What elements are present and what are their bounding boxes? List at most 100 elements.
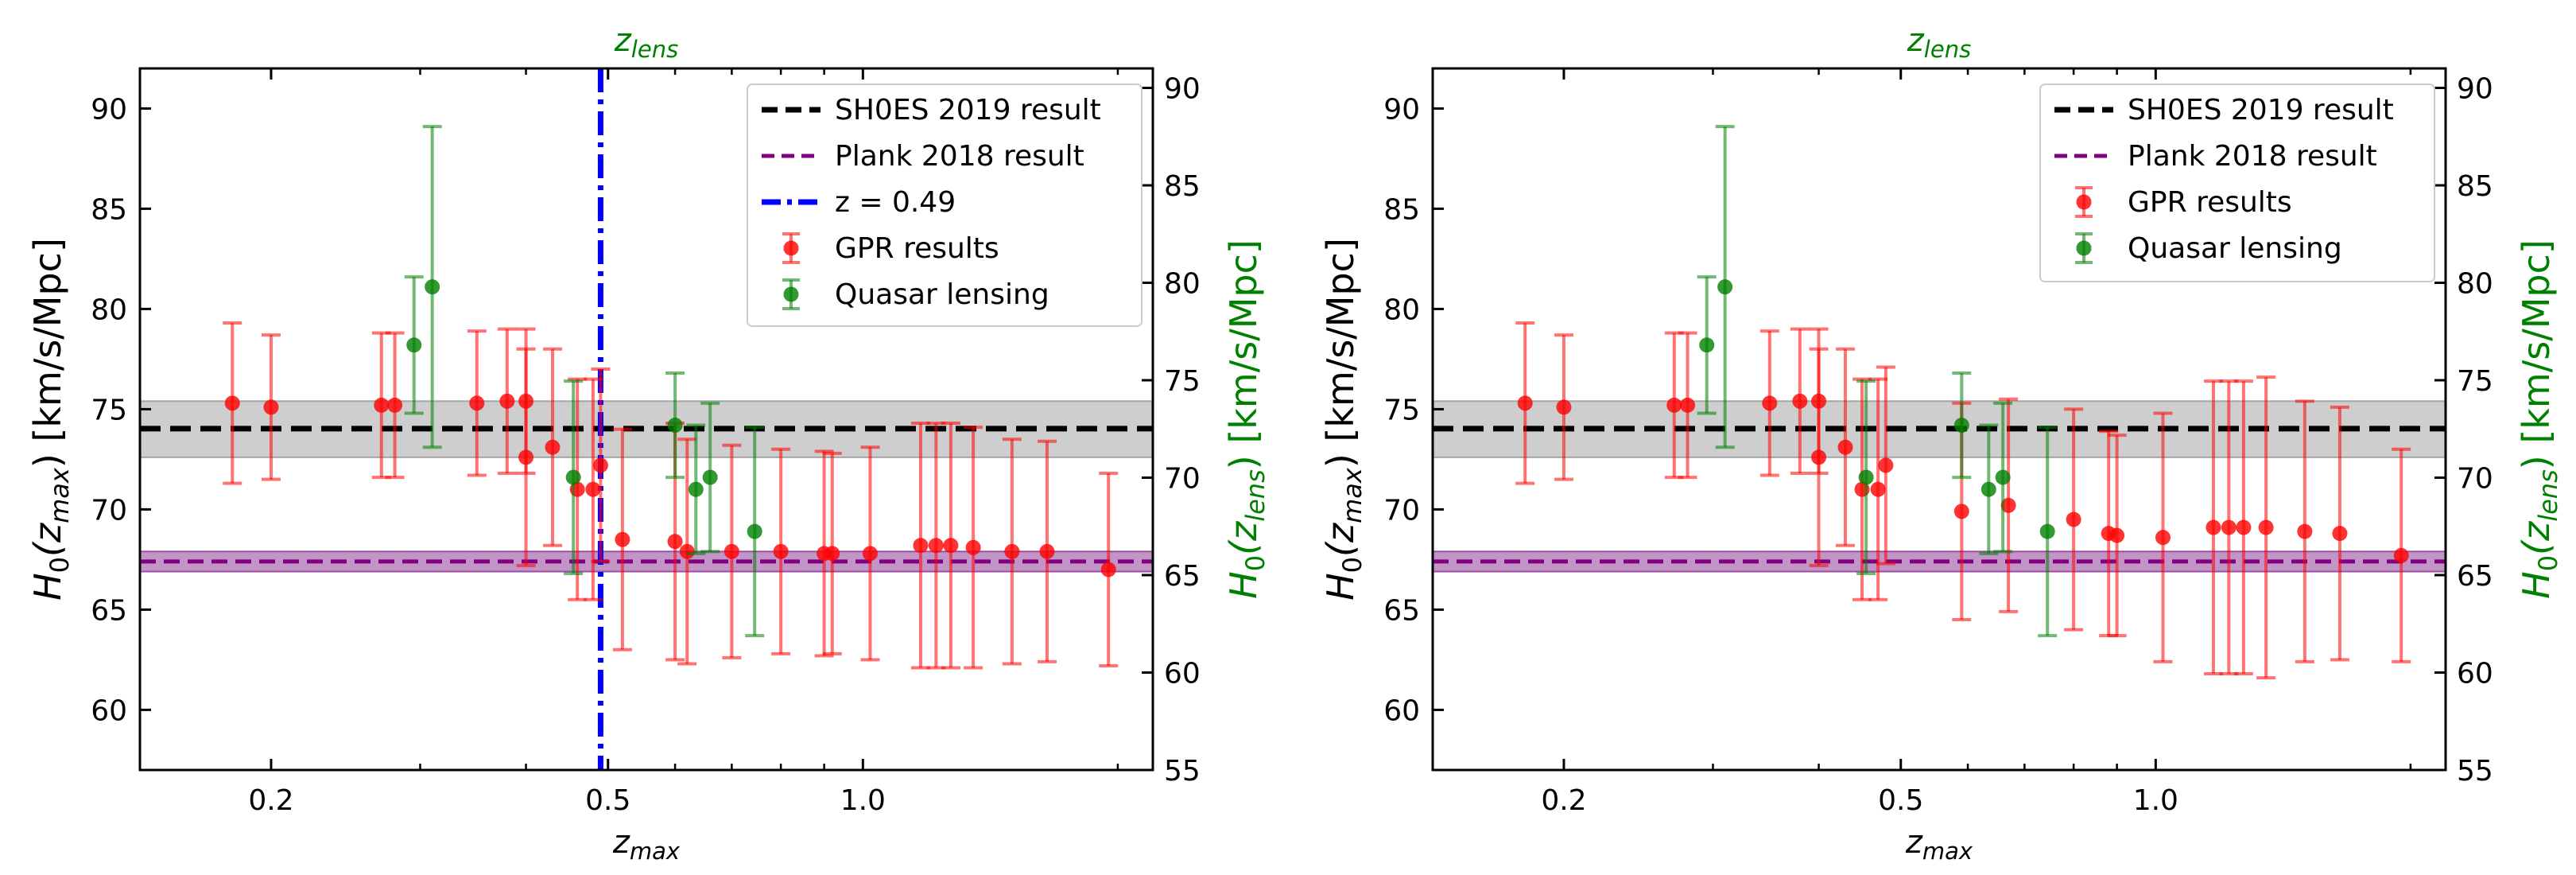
ytick-left-label: 85 xyxy=(91,193,127,226)
quasar-point xyxy=(1993,401,2013,554)
gpr-marker xyxy=(374,397,390,413)
ytick-left-label: 90 xyxy=(1383,93,1420,126)
gpr-point xyxy=(385,331,405,480)
gpr-point xyxy=(2330,405,2349,662)
ytick-left-label: 70 xyxy=(91,494,127,527)
ytick-right-label: 65 xyxy=(2457,560,2493,593)
gpr-point xyxy=(223,321,242,485)
gpr-marker xyxy=(2066,511,2081,527)
gpr-marker xyxy=(1878,457,1894,473)
ytick-right-label: 80 xyxy=(2457,268,2493,301)
y-axis-label-right: H0(zlens) [km/s/Mpc] xyxy=(1222,239,1271,599)
gpr-point xyxy=(542,347,562,547)
gpr-point xyxy=(2153,411,2173,663)
gpr-point xyxy=(1099,472,1119,667)
gpr-point xyxy=(516,347,536,567)
ytick-right-label: 90 xyxy=(2457,73,2493,106)
gpr-marker xyxy=(592,457,608,473)
gpr-point xyxy=(1002,438,1022,666)
legend-label: Plank 2018 result xyxy=(2128,140,2377,173)
quasar-point xyxy=(745,426,765,638)
gpr-marker xyxy=(2155,530,2171,546)
gpr-point xyxy=(677,438,697,666)
legend-label: GPR results xyxy=(2128,186,2292,219)
gpr-point xyxy=(964,426,983,670)
gpr-marker xyxy=(469,395,485,411)
xtick-label: 0.5 xyxy=(585,784,630,817)
gpr-point xyxy=(722,443,742,659)
ytick-left-label: 65 xyxy=(91,594,127,627)
gpr-marker xyxy=(862,546,878,562)
ytick-right-label: 85 xyxy=(2457,170,2493,203)
gpr-marker xyxy=(2236,519,2252,535)
legend-box xyxy=(2039,84,2435,282)
gpr-point xyxy=(2107,434,2127,638)
gpr-marker xyxy=(965,539,981,555)
x-axis-label: zmax xyxy=(612,824,681,865)
quasar-point xyxy=(1856,379,1876,576)
gpr-point xyxy=(860,445,880,662)
ytick-left-label: 75 xyxy=(1383,394,1420,426)
gpr-marker xyxy=(1870,481,1886,497)
quasar-marker xyxy=(747,523,762,539)
quasar-point xyxy=(1952,371,1972,480)
legend: SH0ES 2019 result Plank 2018 result GPR re… xyxy=(2039,84,2435,282)
chart-panel-2: 60 65 70 75 80 85 90 55 60 65 70 75 80 85 90 0.2 0.5 1.0 z… xyxy=(1319,22,2563,865)
quasar-marker xyxy=(2039,523,2055,539)
gpr-point xyxy=(2256,375,2276,680)
legend-box xyxy=(747,84,1143,327)
ytick-left-label: 75 xyxy=(91,394,127,426)
ytick-left-label: 70 xyxy=(1383,494,1420,527)
gpr-marker xyxy=(1680,397,1696,413)
legend-label: z = 0.49 xyxy=(835,186,956,219)
ytick-right-label: 70 xyxy=(1164,463,1201,496)
gpr-point xyxy=(467,329,487,477)
gpr-marker xyxy=(1792,393,1808,409)
gpr-point xyxy=(910,422,930,670)
xtick-label: 0.5 xyxy=(1878,784,1923,817)
plot-area xyxy=(140,68,1153,770)
gpr-point xyxy=(1678,331,1697,480)
legend-handle-gpr-marker xyxy=(783,240,799,256)
top-axis-label: zlens xyxy=(614,22,678,63)
ytick-left-label: 90 xyxy=(91,93,127,126)
gpr-point xyxy=(1759,329,1779,477)
ytick-right-label: 75 xyxy=(2457,365,2493,398)
chart-panel-1: 60 65 70 75 80 85 90 55 60 65 70 75 80 85 90 0.2 0.5 1.0 z… xyxy=(26,22,1271,865)
gpr-marker xyxy=(724,543,739,559)
gpr-point xyxy=(1835,347,1855,547)
gpr-marker xyxy=(679,543,695,559)
quasar-marker xyxy=(406,337,422,353)
gpr-point xyxy=(941,422,960,670)
y-axis-label-left: H0(zmax) [km/s/Mpc] xyxy=(26,238,75,601)
quasar-marker xyxy=(565,469,581,485)
gpr-marker xyxy=(773,543,789,559)
ytick-left-label: 60 xyxy=(1383,694,1420,727)
top-axis-label: zlens xyxy=(1907,22,1971,63)
legend-label: SH0ES 2019 result xyxy=(835,94,1101,126)
gpr-point xyxy=(2203,379,2223,676)
gpr-point xyxy=(1809,347,1829,567)
legend-label: Quasar lensing xyxy=(835,278,1049,311)
ytick-left-label: 60 xyxy=(91,694,127,727)
quasar-marker xyxy=(1858,469,1874,485)
gpr-point xyxy=(1790,327,1810,476)
gpr-marker xyxy=(1666,397,1682,413)
quasar-marker xyxy=(425,279,440,295)
gpr-marker xyxy=(1953,504,1969,519)
gpr-point xyxy=(1515,321,1535,485)
legend-handle-gpr-marker xyxy=(2076,194,2092,210)
quasar-marker xyxy=(1699,337,1715,353)
ytick-left-label: 65 xyxy=(1383,594,1420,627)
ytick-right-label: 60 xyxy=(1164,658,1201,690)
gpr-marker xyxy=(518,449,534,465)
gpr-marker xyxy=(913,538,929,554)
gpr-point xyxy=(612,427,632,651)
quasar-marker xyxy=(1995,469,2011,485)
ytick-right-label: 55 xyxy=(2457,755,2493,788)
quasar-marker xyxy=(667,418,683,434)
gpr-marker xyxy=(2297,523,2313,539)
xtick-label: 1.0 xyxy=(840,784,886,817)
gpr-marker xyxy=(615,531,630,547)
ytick-right-label: 85 xyxy=(1164,170,1201,203)
